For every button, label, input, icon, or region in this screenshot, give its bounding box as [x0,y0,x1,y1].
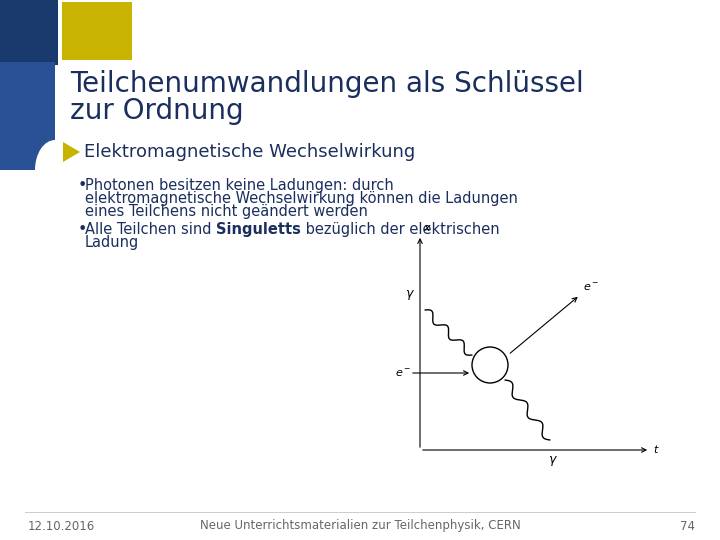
Text: Ladung: Ladung [85,235,139,250]
Text: x: x [423,223,430,233]
Text: t: t [653,445,657,455]
Text: γ: γ [548,453,555,466]
Text: $e^-$: $e^-$ [395,367,411,379]
Text: elektromagnetische Wechselwirkung können die Ladungen: elektromagnetische Wechselwirkung können… [85,191,518,206]
Text: Photonen besitzen keine Ladungen: durch: Photonen besitzen keine Ladungen: durch [85,178,394,193]
Text: Neue Unterrichtsmaterialien zur Teilchenphysik, CERN: Neue Unterrichtsmaterialien zur Teilchen… [199,519,521,532]
Text: zur Ordnung: zur Ordnung [70,97,243,125]
Ellipse shape [35,140,75,200]
Text: eines Teilchens nicht geändert werden: eines Teilchens nicht geändert werden [85,204,368,219]
Text: γ: γ [405,287,413,300]
Text: Elektromagnetische Wechselwirkung: Elektromagnetische Wechselwirkung [84,143,415,161]
Text: 74: 74 [680,519,695,532]
Text: bezüglich der elektrischen: bezüglich der elektrischen [301,222,500,237]
Bar [0,0,58,65]
Text: •: • [78,222,87,237]
Text: Alle Teilchen sind: Alle Teilchen sind [85,222,216,237]
Text: 12.10.2016: 12.10.2016 [28,519,95,532]
Text: Teilchenumwandlungen als Schlüssel: Teilchenumwandlungen als Schlüssel [70,70,584,98]
Bar [0,62,55,170]
Polygon shape [63,142,80,162]
Text: $e^-$: $e^-$ [583,282,600,293]
Bar [62,2,132,60]
Text: Singuletts: Singuletts [216,222,301,237]
Text: •: • [78,178,87,193]
